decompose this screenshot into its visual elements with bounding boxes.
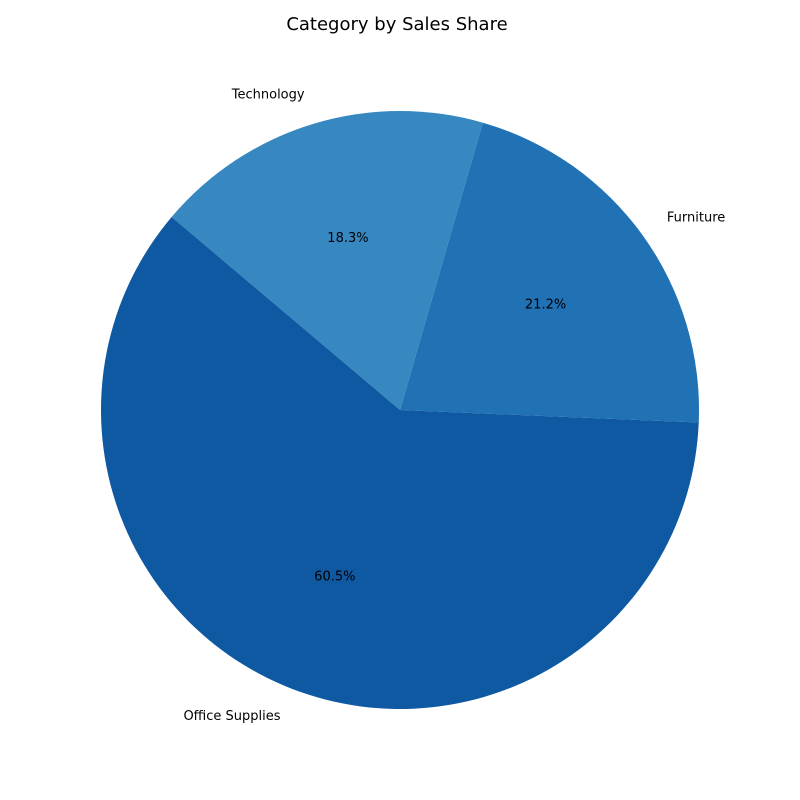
slice-percent-office-supplies: 60.5% xyxy=(314,570,355,585)
slice-label-furniture: Furniture xyxy=(667,210,725,225)
pie-labels: Furniture 21.2% Technology 18.3% Office Supp… xyxy=(183,88,725,724)
slice-furniture xyxy=(400,122,699,423)
pie-slices xyxy=(100,111,699,709)
chart-title: Category by Sales Share xyxy=(286,14,507,35)
slice-technology xyxy=(171,111,483,411)
slice-percent-furniture: 21.2% xyxy=(525,298,566,313)
slice-percent-technology: 18.3% xyxy=(327,231,368,246)
slice-office-supplies xyxy=(100,217,699,709)
slice-label-office-supplies: Office Supplies xyxy=(183,709,280,724)
slice-label-technology: Technology xyxy=(231,88,305,103)
